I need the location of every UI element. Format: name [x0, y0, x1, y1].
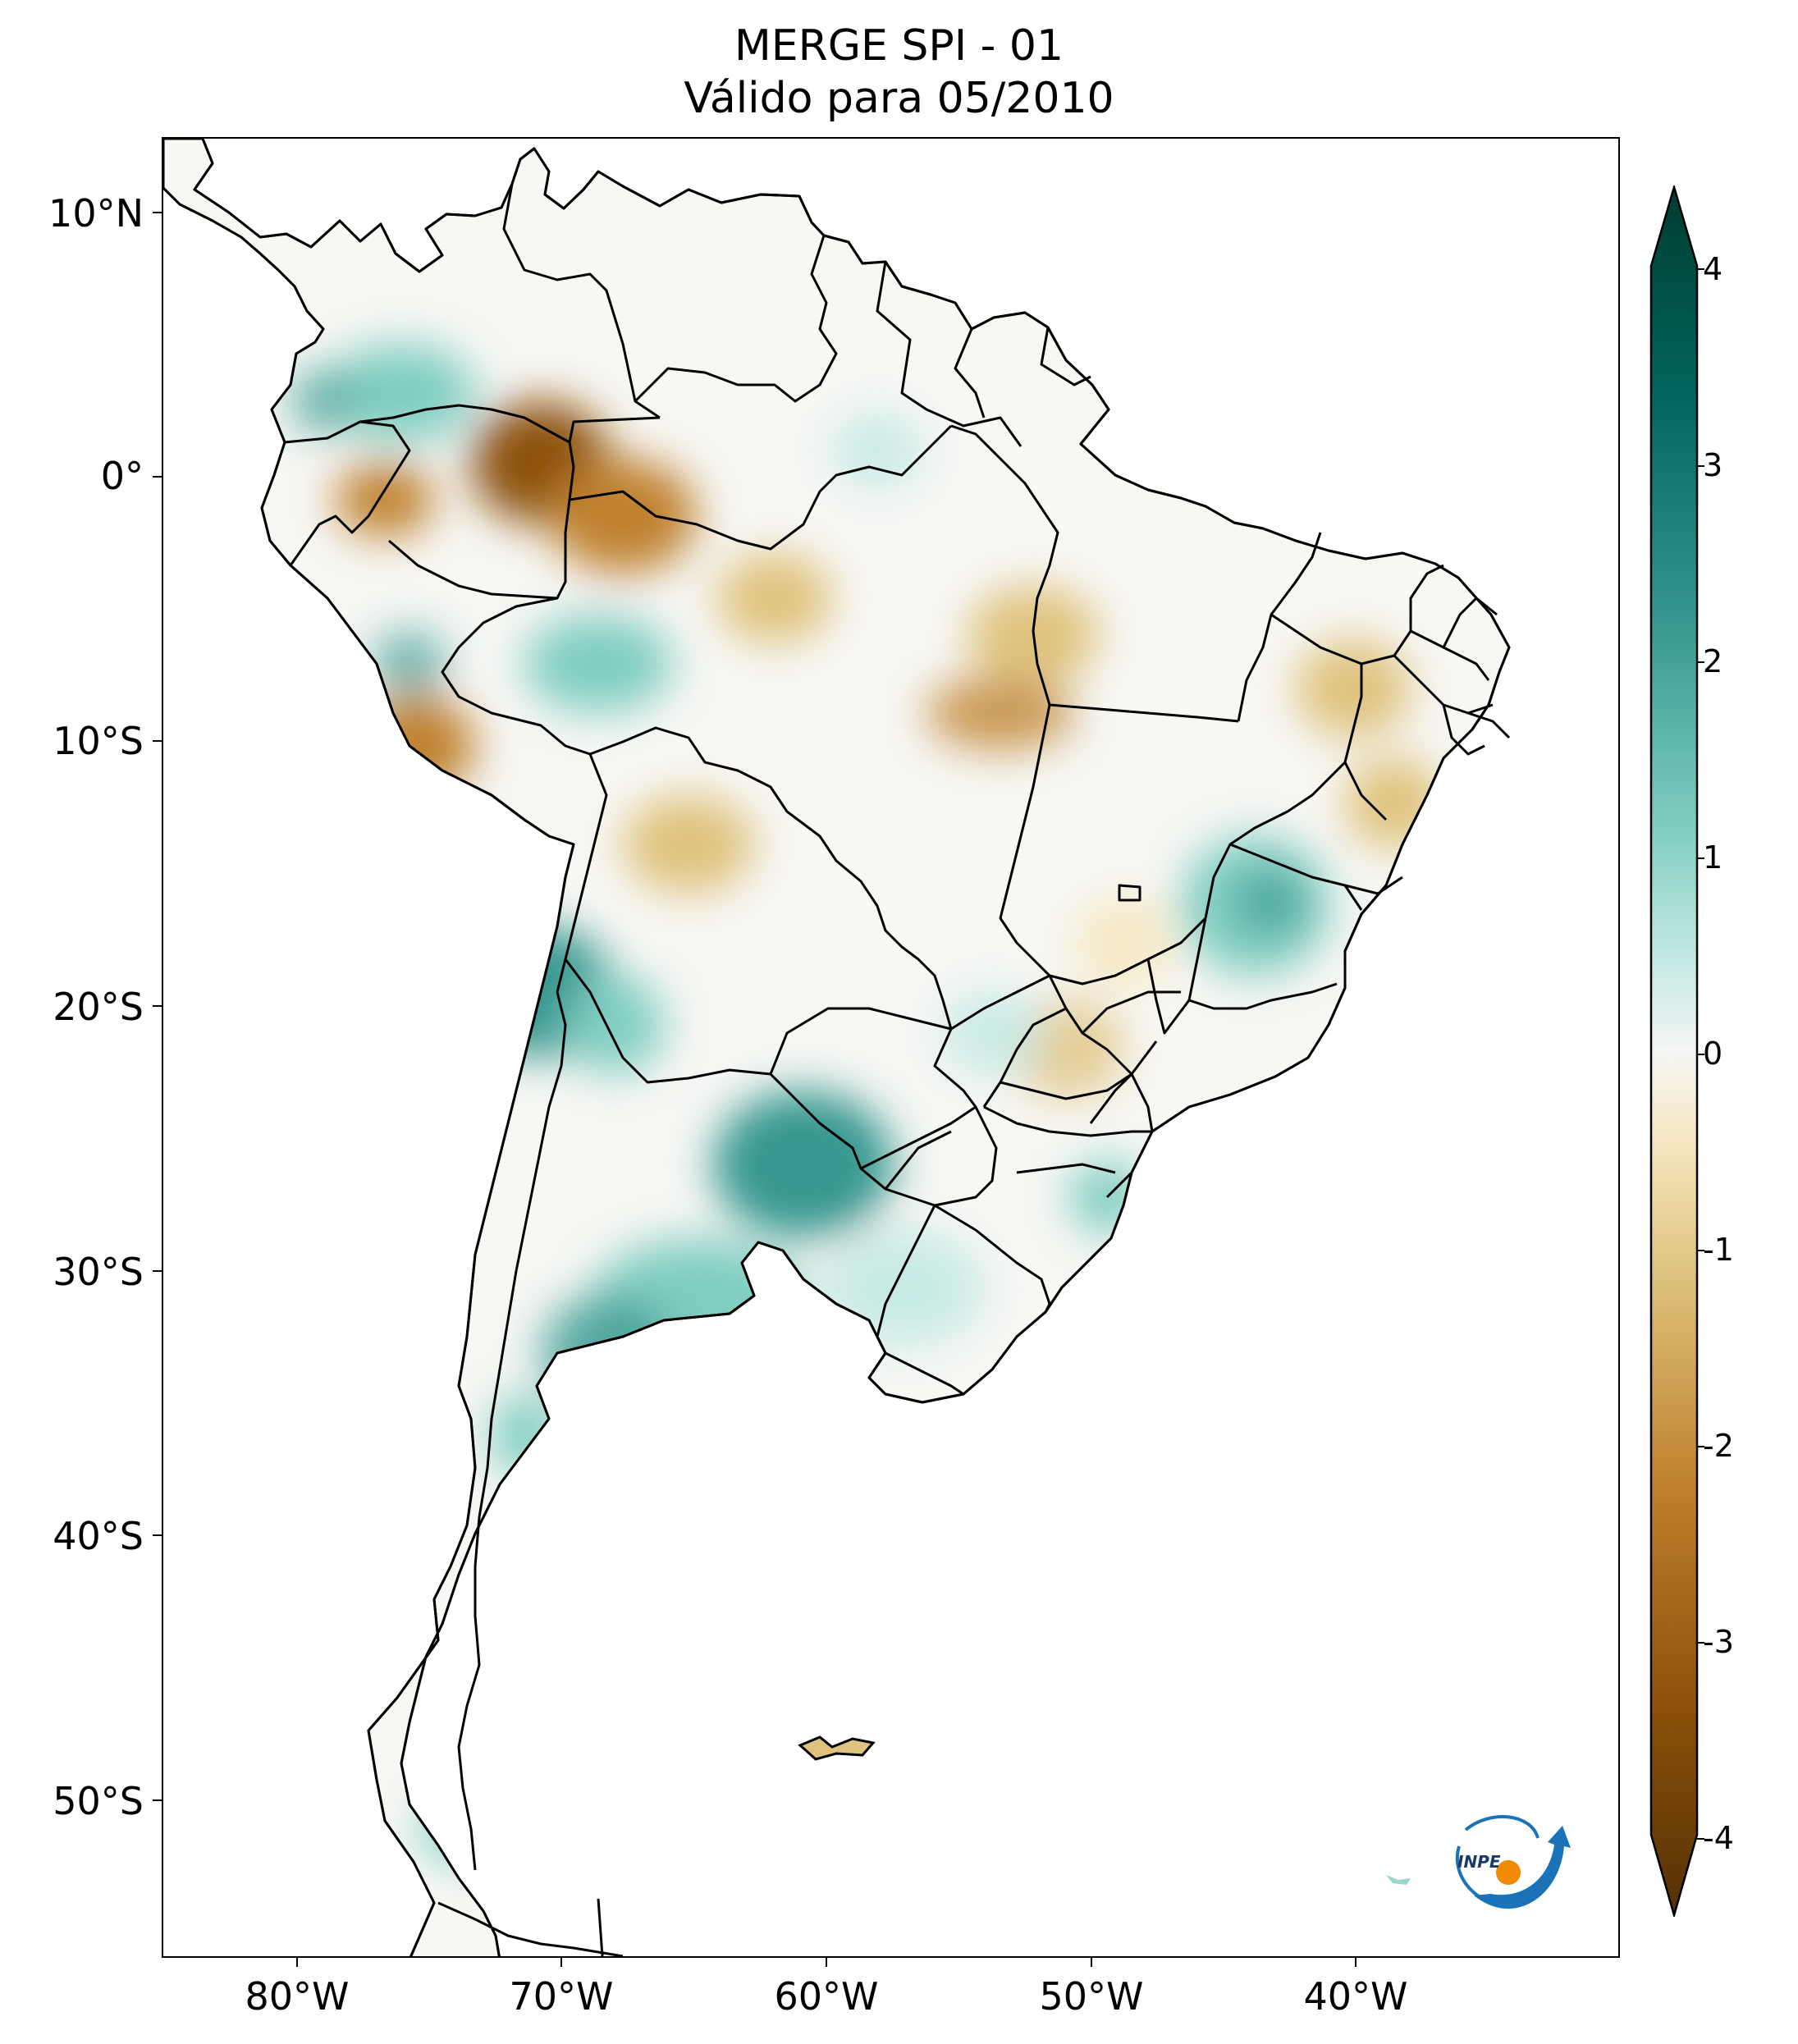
colorbar-label: -1 [1703, 1232, 1734, 1268]
colorbar [1649, 185, 1699, 1917]
colorbar-label: 0 [1703, 1036, 1723, 1072]
lat-tick [153, 1534, 162, 1536]
colorbar-tick [1697, 1054, 1704, 1055]
lon-label-80w: 80°W [245, 1974, 350, 2019]
colorbar-tick [1697, 857, 1704, 859]
lat-label-10s: 10°S [53, 719, 144, 763]
lat-label-30s: 30°S [53, 1250, 144, 1294]
border-lines [163, 139, 1511, 1956]
lat-tick [153, 476, 162, 478]
lat-tick [153, 212, 162, 213]
lon-tick [1355, 1958, 1357, 1967]
lat-label-0: 0° [100, 454, 144, 498]
spi-map [163, 139, 1511, 1956]
lon-tick [826, 1958, 827, 1967]
lat-label-20s: 20°S [53, 985, 144, 1029]
lon-tick [1091, 1958, 1092, 1967]
lat-tick [153, 1799, 162, 1801]
logo-text: INPE [1457, 1852, 1501, 1872]
lon-label-40w: 40°W [1303, 1974, 1408, 2019]
colorbar-label: -4 [1703, 1820, 1734, 1856]
falklands-outline [798, 1735, 876, 1761]
colorbar-tick [1697, 1446, 1704, 1447]
map-panel [162, 137, 1620, 1958]
lon-tick [560, 1958, 562, 1967]
lon-label-50w: 50°W [1039, 1974, 1144, 2019]
lat-tick [153, 740, 162, 742]
inpe-logo: INPE [1455, 1815, 1571, 1909]
colorbar-body [1649, 185, 1699, 1917]
lat-label-10n: 10°N [48, 191, 144, 235]
lat-label-50s: 50°S [53, 1779, 144, 1823]
colorbar-tick [1697, 1838, 1704, 1840]
lon-label-70w: 70°W [509, 1974, 614, 2019]
lon-label-60w: 60°W [774, 1974, 879, 2019]
map-subtitle: Válido para 05/2010 [684, 74, 1114, 123]
colorbar-tick [1697, 465, 1704, 467]
colorbar-label: 4 [1703, 251, 1723, 287]
colorbar-label: -3 [1703, 1624, 1734, 1660]
colorbar-label: 3 [1703, 447, 1723, 483]
map-title: MERGE SPI - 01 [734, 21, 1064, 71]
colorbar-label: 2 [1703, 643, 1723, 679]
colorbar-tick [1697, 268, 1704, 270]
lon-tick [296, 1958, 298, 1967]
lat-tick [153, 1005, 162, 1007]
colorbar-label: -2 [1703, 1428, 1734, 1464]
lat-label-40s: 40°S [53, 1514, 144, 1558]
colorbar-tick [1697, 661, 1704, 663]
colorbar-tick [1697, 1642, 1704, 1644]
lat-tick [153, 1270, 162, 1272]
colorbar-tick [1697, 1250, 1704, 1251]
colorbar-label: 1 [1703, 839, 1723, 876]
